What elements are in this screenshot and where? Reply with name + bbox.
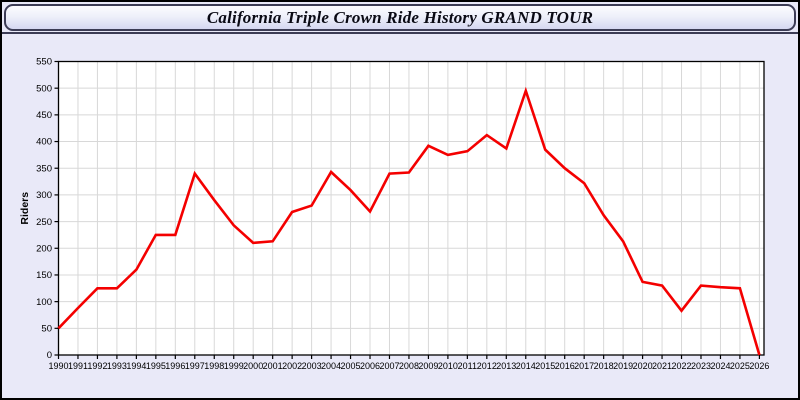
riders-series-line xyxy=(57,86,761,356)
x-tick-label: 2008 xyxy=(399,361,419,371)
x-tick-label: 2007 xyxy=(379,361,399,371)
x-tick-label: 2002 xyxy=(282,361,302,371)
x-tick-label: 2019 xyxy=(613,361,633,371)
x-tick-label: 1990 xyxy=(48,361,68,371)
x-tick-label: 2006 xyxy=(360,361,380,371)
x-tick-label: 2014 xyxy=(516,361,536,371)
x-tick-label: 1996 xyxy=(165,361,185,371)
x-tick-label: 1994 xyxy=(126,361,146,371)
y-tick-label: 250 xyxy=(36,217,52,228)
x-tick-label: 2020 xyxy=(633,361,653,371)
x-tick-label: 2003 xyxy=(302,361,322,371)
y-tick-label: 450 xyxy=(36,110,52,121)
x-tick-label: 2016 xyxy=(555,361,575,371)
x-tick-label: 2026 xyxy=(749,361,769,371)
x-tick-label: 2005 xyxy=(341,361,361,371)
x-tick-label: 1997 xyxy=(185,361,205,371)
x-tick-label: 2022 xyxy=(672,361,692,371)
y-tick-label: 300 xyxy=(36,190,52,201)
y-tick-label: 350 xyxy=(36,163,52,174)
y-tick-label: 0 xyxy=(47,350,52,361)
y-tick-label: 400 xyxy=(36,137,52,148)
y-tick-label: 50 xyxy=(41,324,52,335)
x-tick-label: 2004 xyxy=(321,361,341,371)
y-tick-label: 100 xyxy=(36,297,52,308)
x-tick-label: 2024 xyxy=(710,361,730,371)
y-tick-label: 550 xyxy=(36,57,52,68)
x-tick-label: 1991 xyxy=(68,361,88,371)
x-tick-label: 2012 xyxy=(477,361,497,371)
plot-background xyxy=(58,61,764,355)
x-tick-label: 2018 xyxy=(594,361,614,371)
plot-border xyxy=(57,60,765,356)
y-tick-label: 200 xyxy=(36,243,52,254)
x-tick-label: 2021 xyxy=(652,361,672,371)
x-tick-label: 2010 xyxy=(438,361,458,371)
x-tick-label: 2017 xyxy=(574,361,594,371)
x-tick-label: 2025 xyxy=(730,361,750,371)
x-tick-label: 1999 xyxy=(224,361,244,371)
y-tick-label: 500 xyxy=(36,83,52,94)
x-tick-label: 2001 xyxy=(263,361,283,371)
x-tick-label: 2011 xyxy=(458,361,477,371)
y-axis-title: Riders xyxy=(19,192,31,225)
y-tick-label: 150 xyxy=(36,270,52,281)
chart-area: 0 50 100 150 200 250 300 350 400 450 500 550 1990 199… xyxy=(2,34,798,398)
x-tick-label: 2013 xyxy=(496,361,516,371)
x-tick-label: 1993 xyxy=(107,361,127,371)
x-tick-label: 2000 xyxy=(243,361,263,371)
title-bar: California Triple Crown Ride History GRA… xyxy=(4,4,796,31)
x-tick-label: 2015 xyxy=(535,361,555,371)
page-title: California Triple Crown Ride History GRA… xyxy=(206,7,594,27)
x-tick-label: 1992 xyxy=(87,361,107,371)
x-tick-label: 2009 xyxy=(418,361,438,371)
x-tick-label: 2023 xyxy=(691,361,711,371)
x-tick-label: 1995 xyxy=(146,361,166,371)
x-tick-label: 1998 xyxy=(204,361,224,371)
title-bar-strip: California Triple Crown Ride History GRA… xyxy=(2,2,798,34)
